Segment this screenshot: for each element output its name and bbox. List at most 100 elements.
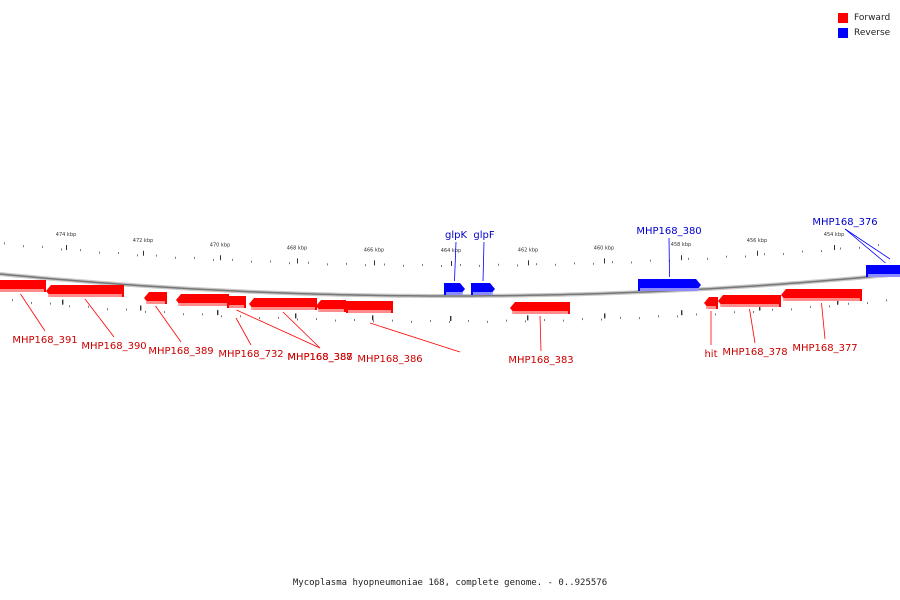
reverse-swatch (838, 27, 848, 38)
gene-feature-mhp168_390-shading (48, 294, 122, 297)
scale-dot (840, 247, 841, 250)
scale-major-tick (451, 260, 452, 266)
gene-label-mhp168_376: MHP168_376 (812, 217, 877, 228)
gene-feature-hit-shading (706, 306, 716, 309)
scale-dot (327, 263, 328, 266)
gene-feature-mhp168_378-shading (720, 304, 779, 307)
scale-dot-lower (373, 320, 374, 323)
gene-label-mhp168_380: MHP168_380 (636, 226, 701, 237)
scale-tick-label: 454 kbp (824, 232, 844, 238)
gene-feature-mhp168_388-shading (229, 305, 244, 308)
scale-dot (175, 256, 176, 259)
scale-dot-lower (392, 319, 393, 322)
gene-label-hit: hit (704, 349, 717, 360)
scale-dot-lower (886, 299, 887, 302)
scale-tick-label: 460 kbp (594, 245, 614, 251)
gene-label-connector (821, 302, 826, 340)
lower-major-tick (681, 310, 683, 316)
scale-dot-lower (867, 302, 868, 305)
scale-dot (574, 262, 575, 265)
scale-dot-lower (677, 315, 678, 318)
gene-feature-mhp168_386-shading (318, 309, 344, 312)
lower-major-tick (217, 310, 219, 316)
gene-label-mhp168_377: MHP168_377 (792, 343, 857, 354)
chromosome-backbone (0, 273, 900, 297)
scale-dot (194, 256, 195, 259)
legend-reverse-label: Reverse (854, 27, 891, 38)
scale-major-tick (374, 260, 375, 266)
scale-dot-lower (791, 308, 792, 311)
scale-dot-lower (449, 320, 450, 323)
gene-label-connector (749, 308, 756, 344)
scale-dot (289, 262, 290, 265)
scale-dot (118, 252, 119, 255)
scale-dot (612, 261, 613, 264)
scale-dot (536, 263, 537, 266)
scale-dot-lower (164, 311, 165, 314)
scale-dot-lower (88, 305, 89, 308)
gene-label-connector (454, 241, 457, 282)
scale-dot (42, 245, 43, 248)
scale-dot-lower (582, 318, 583, 321)
genome-caption: Mycoplasma hyopneumoniae 168, complete g… (292, 578, 608, 588)
scale-dot-lower (259, 317, 260, 320)
legend-reverse: Reverse (838, 25, 890, 40)
gene-label-mhp168_732: MHP168_732 (218, 349, 283, 360)
gene-label-connector (844, 228, 886, 264)
gene-feature-mhp168_380-shading (640, 288, 699, 291)
scale-dot (156, 254, 157, 257)
scale-major-tick (66, 244, 67, 250)
lower-major-tick (372, 315, 374, 321)
scale-major-tick (143, 250, 144, 256)
scale-dot-lower (202, 313, 203, 316)
scale-dot-lower (810, 305, 811, 308)
scale-major-tick (681, 255, 682, 261)
gene-label-glpf: glpF (473, 230, 494, 241)
scale-dot (365, 264, 366, 267)
scale-major-tick (604, 258, 605, 264)
gene-label-mhp168_390: MHP168_390 (81, 341, 146, 352)
gene-feature-mhp168_389-shading (146, 301, 165, 304)
scale-dot-lower (772, 308, 773, 311)
scale-dot-lower (563, 319, 564, 322)
scale-dot (764, 253, 765, 256)
scale-dot-lower (715, 313, 716, 316)
scale-dot (593, 262, 594, 265)
scale-dot-lower (335, 319, 336, 322)
scale-tick-label: 472 kbp (133, 238, 153, 244)
gene-feature-mhp168_377-shading (783, 298, 860, 301)
scale-dot-lower (316, 318, 317, 321)
scale-dot-lower (183, 313, 184, 316)
gene-feature-mhp168_387-shading (251, 307, 315, 310)
gene-label-mhp168_386: MHP168_386 (357, 354, 422, 365)
scale-dot-lower (829, 305, 830, 308)
scale-dot (251, 260, 252, 263)
gene-label-connector (84, 298, 115, 338)
scale-major-tick (757, 250, 758, 256)
scale-dot (498, 263, 499, 266)
scale-dot (802, 250, 803, 253)
gene-label-connector (369, 322, 461, 353)
gene-feature-mhp168_383-shading (512, 311, 568, 314)
lower-major-tick (604, 313, 606, 319)
scale-dot-lower (525, 320, 526, 323)
scale-dot-lower (50, 302, 51, 305)
scale-tick-label: 470 kbp (210, 242, 230, 248)
gene-feature-mhp168_391-shading (0, 289, 44, 292)
scale-tick-label: 462 kbp (518, 247, 538, 253)
scale-dot (821, 250, 822, 253)
scale-major-tick (528, 260, 529, 266)
scale-dot-lower (221, 315, 222, 318)
scale-dot-lower (753, 311, 754, 314)
lower-major-tick (759, 305, 761, 311)
gene-feature-mhp168_732-shading (178, 303, 227, 306)
scale-major-tick (297, 258, 298, 264)
gene-label-mhp168_387: MHP168_387 (287, 352, 352, 363)
scale-dot-lower (658, 315, 659, 318)
scale-dot (631, 261, 632, 264)
gene-label-mhp168_378: MHP168_378 (722, 347, 787, 358)
scale-tick-label: 464 kbp (441, 248, 461, 254)
gene-label-connector (844, 228, 891, 260)
scale-dot (80, 249, 81, 252)
